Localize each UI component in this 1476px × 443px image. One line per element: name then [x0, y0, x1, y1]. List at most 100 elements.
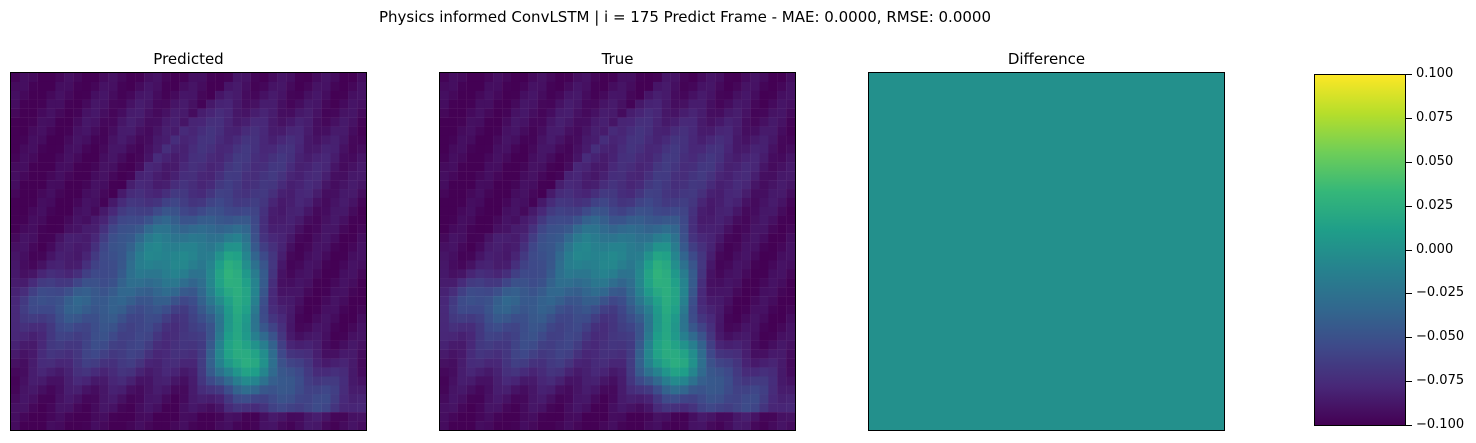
- heatmap-cell: [475, 287, 485, 297]
- heatmap-cell: [741, 162, 751, 172]
- heatmap-cell: [599, 278, 609, 288]
- heatmap-cell: [724, 99, 734, 109]
- heatmap-cell: [303, 206, 313, 216]
- heatmap-cell: [295, 260, 305, 270]
- heatmap-cell: [511, 260, 521, 270]
- heatmap-cell: [679, 144, 689, 154]
- heatmap-cell: [484, 108, 494, 118]
- heatmap-cell: [706, 108, 716, 118]
- heatmap-cell: [582, 385, 592, 395]
- heatmap-cell: [786, 296, 795, 306]
- heatmap-cell: [215, 385, 225, 395]
- heatmap-cell: [73, 403, 83, 413]
- heatmap-cell: [484, 305, 494, 315]
- heatmap-cell: [206, 171, 216, 181]
- heatmap-cell: [161, 81, 171, 92]
- heatmap-cell: [484, 412, 494, 422]
- heatmap-cell: [250, 144, 260, 154]
- heatmap-cell: [117, 260, 127, 270]
- heatmap-cell: [179, 287, 189, 297]
- heatmap-cell: [108, 206, 118, 216]
- heatmap-cell: [37, 90, 47, 100]
- heatmap-cell: [599, 153, 609, 163]
- heatmap-cell: [519, 385, 529, 395]
- heatmap-cell: [215, 135, 225, 145]
- heatmap-cell: [715, 313, 725, 324]
- heatmap-cell: [688, 90, 698, 100]
- heatmap-cell: [46, 376, 56, 386]
- heatmap-cell: [286, 421, 296, 430]
- heatmap-cell: [126, 99, 136, 109]
- heatmap-cell: [170, 322, 180, 333]
- heatmap-cell: [759, 153, 769, 163]
- heatmap-cell: [90, 135, 100, 145]
- heatmap-cell: [670, 376, 680, 386]
- heatmap-cell: [259, 162, 269, 172]
- heatmap-cell: [457, 421, 467, 430]
- heatmap-cell: [440, 305, 450, 315]
- heatmap-cell: [312, 215, 322, 225]
- heatmap-cell: [688, 224, 698, 234]
- heatmap-cell: [724, 215, 734, 225]
- heatmap-cell: [635, 126, 645, 136]
- heatmap-cell: [519, 403, 529, 413]
- heatmap-cell: [19, 331, 29, 341]
- heatmap-cell: [321, 224, 331, 234]
- heatmap-cell: [573, 189, 583, 199]
- heatmap-cell: [117, 349, 127, 359]
- heatmap-cell: [46, 108, 56, 118]
- heatmap-cell: [339, 215, 349, 225]
- heatmap-cell: [303, 322, 313, 333]
- heatmap-cell: [741, 287, 751, 297]
- heatmap-cell: [64, 251, 74, 261]
- heatmap-cell: [679, 269, 689, 279]
- heatmap-cell: [117, 73, 127, 83]
- heatmap-cell: [215, 224, 225, 234]
- heatmap-cell: [528, 224, 538, 234]
- heatmap-cell: [11, 206, 21, 216]
- heatmap-cell: [330, 144, 340, 154]
- heatmap-cell: [259, 99, 269, 109]
- heatmap-cell: [732, 73, 742, 83]
- heatmap-cell: [135, 162, 145, 172]
- heatmap-cell: [55, 376, 65, 386]
- heatmap-cell: [357, 412, 366, 422]
- heatmap-cell: [448, 412, 458, 422]
- heatmap-cell: [573, 385, 583, 395]
- heatmap-cell: [161, 233, 171, 243]
- heatmap-cell: [259, 412, 269, 422]
- heatmap-cell: [153, 206, 163, 216]
- heatmap-cell: [144, 305, 154, 315]
- heatmap-cell: [250, 278, 260, 288]
- heatmap-cell: [635, 296, 645, 306]
- heatmap-cell: [564, 171, 574, 181]
- heatmap-cell: [724, 242, 734, 252]
- heatmap-cell: [635, 206, 645, 216]
- heatmap-cell: [232, 349, 242, 359]
- heatmap-cell: [188, 305, 198, 315]
- heatmap-cell: [519, 305, 529, 315]
- heatmap-cell: [55, 296, 65, 306]
- heatmap-cell: [126, 171, 136, 181]
- heatmap-cell: [537, 376, 547, 386]
- heatmap-cell: [564, 421, 574, 430]
- heatmap-cell: [250, 135, 260, 145]
- heatmap-cell: [295, 153, 305, 163]
- heatmap-cell: [688, 108, 698, 118]
- heatmap-cell: [697, 260, 707, 270]
- heatmap-cell: [215, 367, 225, 377]
- heatmap-cell: [608, 73, 618, 83]
- colorbar-tick-mark: [1406, 74, 1412, 75]
- heatmap-cell: [528, 412, 538, 422]
- heatmap-cell: [153, 117, 163, 127]
- heatmap-cell: [564, 224, 574, 234]
- heatmap-cell: [232, 153, 242, 163]
- heatmap-cell: [493, 206, 503, 216]
- heatmap-cell: [511, 215, 521, 225]
- heatmap-cell: [519, 171, 529, 181]
- heatmap-cell: [440, 313, 450, 324]
- heatmap-cell: [37, 108, 47, 118]
- heatmap-cell: [519, 349, 529, 359]
- heatmap-cell: [117, 376, 127, 386]
- heatmap-cell: [511, 135, 521, 145]
